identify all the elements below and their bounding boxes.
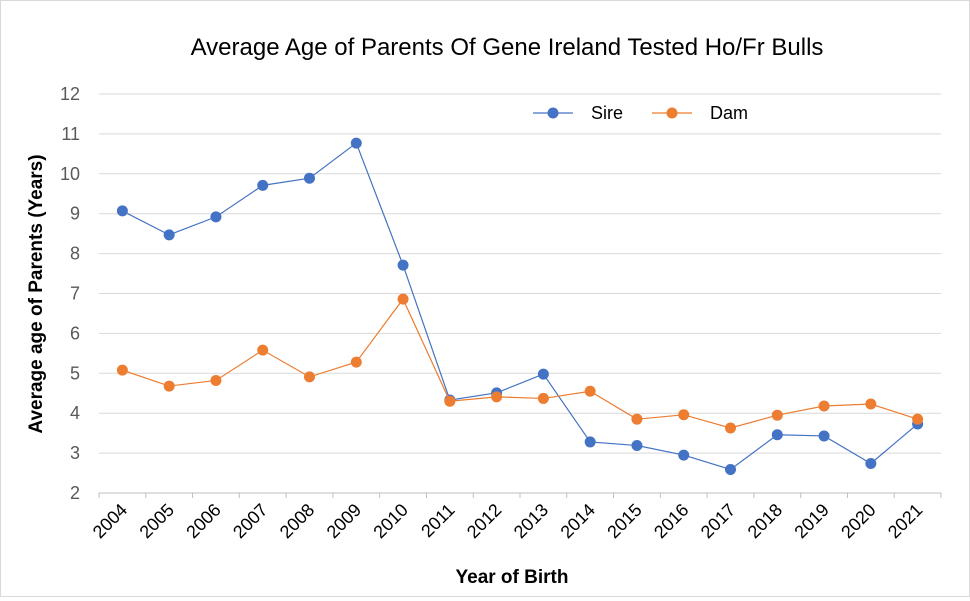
data-point [678, 449, 690, 461]
data-point [771, 429, 783, 441]
data-point [304, 172, 315, 184]
x-tick-label: 2005 [136, 500, 178, 542]
data-point [537, 392, 549, 404]
data-point [818, 430, 830, 442]
series-line [122, 142, 918, 471]
series-sire [116, 137, 924, 475]
legend-label: Dam [710, 103, 748, 123]
y-tick-label: 10 [60, 164, 80, 184]
x-tick-label: 2011 [417, 500, 459, 542]
legend-label: Sire [591, 103, 623, 123]
data-point [116, 205, 128, 217]
x-axis-title: Year of Birth [456, 567, 569, 588]
legend-item-dam: Dam [652, 103, 748, 123]
x-tick-label: 2014 [557, 500, 599, 542]
y-tick-label: 2 [70, 483, 80, 503]
series-dam [116, 293, 924, 434]
data-point [631, 413, 643, 425]
data-point [257, 179, 269, 191]
data-point [491, 391, 503, 403]
data-point [116, 364, 128, 376]
series-line [122, 297, 918, 429]
data-point [584, 436, 596, 448]
x-tick-label: 2018 [744, 500, 786, 542]
data-point [865, 457, 877, 469]
x-tick-label: 2013 [510, 500, 552, 542]
x-tick-label: 2004 [89, 500, 131, 542]
series-layer [116, 137, 924, 475]
x-tick-label: 2007 [229, 500, 271, 542]
y-axis-title: Average age of Parents (Years) [26, 154, 47, 433]
y-tick-label: 9 [70, 204, 80, 224]
y-tick-label: 6 [70, 323, 80, 343]
x-tick-label: 2019 [790, 500, 832, 542]
legend-marker [547, 107, 559, 119]
y-tick-label: 12 [60, 84, 80, 104]
x-tick-label: 2021 [884, 500, 926, 542]
data-point [725, 463, 736, 475]
data-point [210, 211, 222, 223]
x-tick-label: 2015 [603, 500, 645, 542]
data-point [163, 380, 175, 392]
y-tick-label: 5 [70, 363, 80, 383]
x-tick-label: 2009 [323, 500, 365, 542]
data-point [584, 385, 596, 397]
x-axis-ticks: 2004 2005 2006 2007 2008 2009 2010 2011 2012 2013… [89, 493, 942, 542]
gridlines [99, 93, 941, 494]
data-point [163, 229, 175, 241]
data-point [350, 356, 362, 368]
data-point [210, 374, 222, 386]
data-point [865, 398, 877, 410]
data-point [537, 368, 549, 380]
legend: Sire Dam [533, 103, 748, 123]
x-tick-label: 2016 [650, 500, 692, 542]
data-point [631, 440, 643, 452]
y-tick-label: 7 [70, 284, 80, 304]
chart-title: Average Age of Parents Of Gene Ireland T… [191, 34, 824, 61]
data-point [257, 344, 269, 356]
data-point [818, 400, 830, 412]
legend-marker [666, 107, 678, 119]
x-tick-label: 2010 [369, 500, 411, 542]
data-point [678, 409, 690, 421]
legend-item-sire: Sire [533, 103, 623, 123]
data-point [304, 371, 315, 383]
x-tick-label: 2017 [697, 500, 739, 542]
y-tick-label: 3 [70, 443, 80, 463]
y-tick-label: 4 [70, 403, 80, 423]
data-point [397, 293, 409, 305]
x-tick-label: 2020 [837, 500, 879, 542]
data-point [444, 395, 456, 407]
data-point [397, 259, 409, 271]
y-tick-label: 11 [61, 124, 80, 144]
x-tick-label: 2012 [463, 500, 505, 542]
data-point [350, 137, 362, 149]
data-point [771, 409, 783, 421]
data-point [912, 413, 924, 425]
x-tick-label: 2006 [182, 500, 224, 542]
y-tick-label: 8 [70, 244, 80, 264]
data-point [725, 422, 736, 434]
y-axis-ticks: 2 3 4 5 6 7 8 9 10 11 12 [60, 84, 80, 503]
x-tick-label: 2008 [276, 500, 318, 542]
